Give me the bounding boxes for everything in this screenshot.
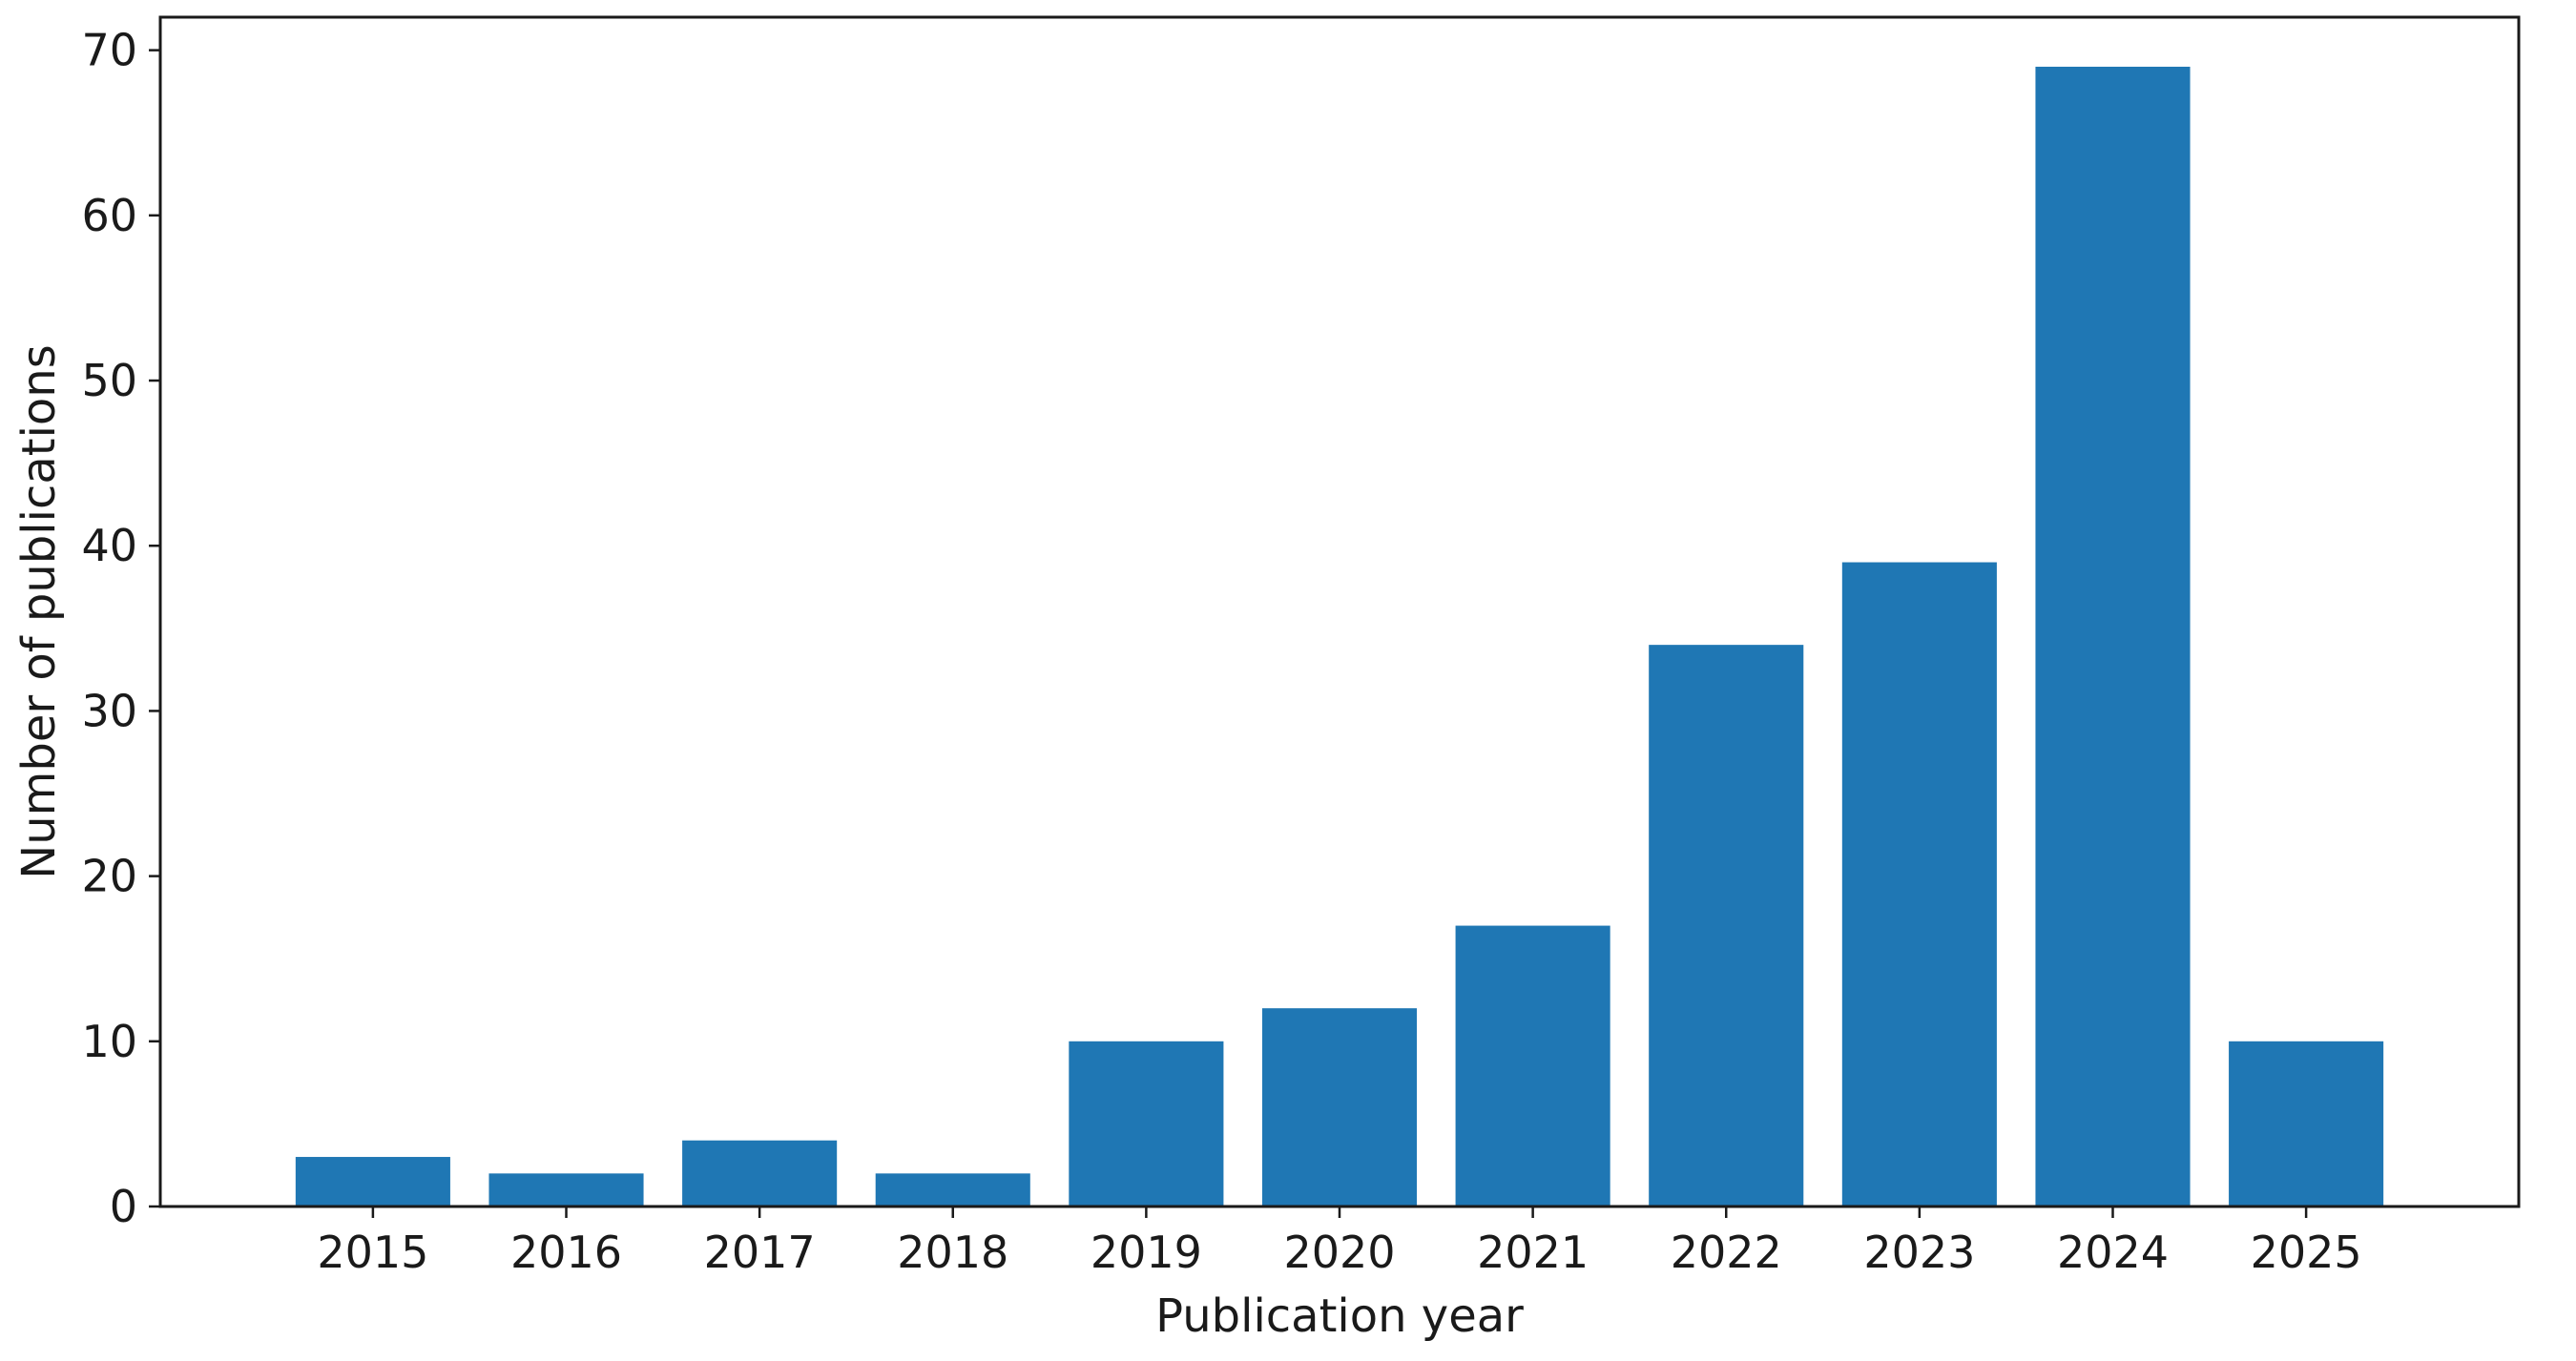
x-tick-label: 2017 [704,1227,816,1278]
y-tick-label: 10 [81,1016,137,1067]
x-tick-label: 2023 [1863,1227,1975,1278]
plot-frame [158,15,2521,1208]
bar-2022 [1649,645,1804,1206]
x-tick-label: 2024 [2057,1227,2169,1278]
bar-2015 [295,1157,450,1206]
x-tick-label: 2025 [2251,1227,2362,1278]
bar-2016 [488,1173,644,1206]
y-axis-title: Number of publications [12,344,66,878]
bar-2023 [1841,562,1997,1206]
x-tick-label: 2021 [1477,1227,1589,1278]
x-axis-title: Publication year [1155,1289,1524,1343]
bar-2020 [1261,1008,1418,1206]
bar-2018 [875,1173,1030,1206]
bar-2019 [1069,1041,1224,1206]
bar-2017 [682,1140,838,1206]
y-tick-label: 30 [81,685,137,736]
x-tick-label: 2019 [1091,1227,1202,1278]
bar-2025 [2229,1041,2384,1206]
x-tick-label: 2022 [1671,1227,1782,1278]
y-axis-ticks: 0 10 20 30 40 50 60 70 [81,25,160,1232]
y-tick-label: 0 [110,1181,137,1232]
bars-group [295,66,2384,1206]
y-tick-label: 60 [81,190,137,241]
y-tick-label: 20 [81,851,137,902]
y-tick-label: 50 [81,355,137,406]
x-tick-label: 2018 [897,1227,1008,1278]
x-tick-label: 2020 [1283,1227,1395,1278]
y-tick-label: 70 [81,25,137,76]
x-tick-label: 2016 [510,1227,622,1278]
bar-2021 [1455,925,1610,1206]
x-tick-label: 2015 [317,1227,428,1278]
bar-2024 [2035,66,2191,1206]
y-tick-label: 40 [81,520,137,571]
x-axis-ticks: 2015 2016 2017 2018 2019 2020 2021 2022 2023 2024… [317,1206,2362,1278]
